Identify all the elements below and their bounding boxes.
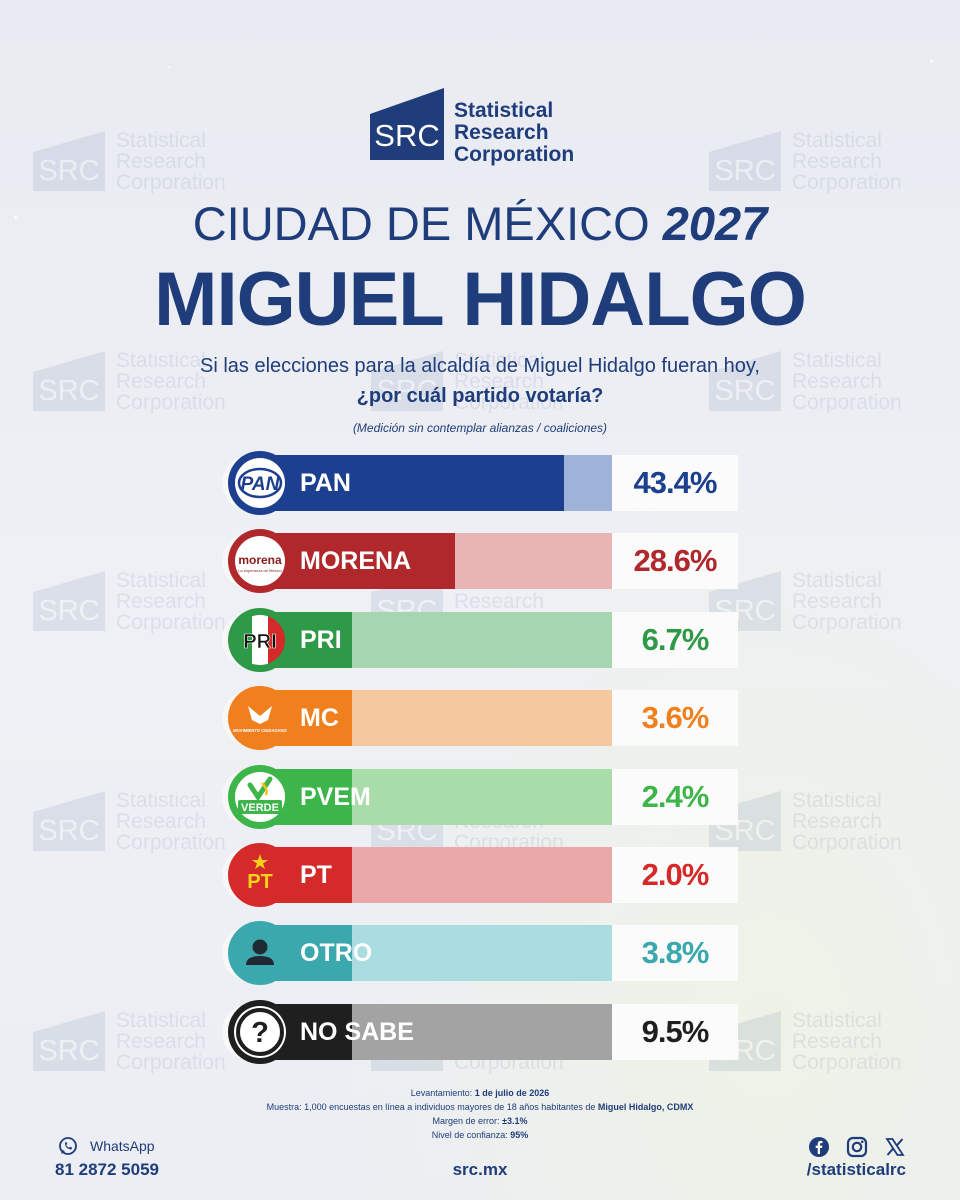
svg-text:VERDE: VERDE (241, 802, 279, 814)
svg-text:PAN: PAN (241, 474, 281, 495)
svg-text:MOVIMIENTO CIUDADANO: MOVIMIENTO CIUDADANO (233, 728, 287, 733)
whatsapp-icon[interactable] (58, 1136, 78, 1156)
sparkle (930, 60, 933, 63)
svg-text:PT: PT (247, 871, 273, 893)
x-icon[interactable] (884, 1136, 906, 1158)
question-mark-icon: ? (226, 998, 294, 1066)
category-label: PVEM (300, 782, 371, 811)
margin-of-error: Margen de error: ±3.1% (432, 1116, 528, 1126)
svg-text:SRC: SRC (38, 815, 99, 847)
value-label: 3.8% (641, 935, 710, 971)
pri-logo-icon: PRI (226, 606, 294, 674)
value-box (612, 611, 738, 668)
question-line-2: ¿por cuál partido votaría? (356, 385, 604, 407)
question-note: (Medición sin contemplar alianzas / coal… (352, 421, 608, 435)
chart-row-no-sabe: 9.5%? NO SABE (222, 999, 738, 1064)
value-box (612, 847, 738, 903)
chart-row-otro: 3.8% OTRO (222, 921, 738, 986)
category-label: PT (300, 861, 332, 889)
value-label: 2.0% (641, 857, 710, 892)
page-title: MIGUEL HIDALGO (154, 257, 807, 342)
value-label: 3.6% (641, 700, 710, 736)
chart-row-pri: 6.7% PRI PRI (222, 607, 738, 672)
chart-row-morena: 28.6% morena La esperanza de México MORENA (222, 529, 738, 594)
sparkle (14, 216, 17, 219)
svg-text:PRI: PRI (243, 631, 276, 653)
category-label: MC (300, 704, 339, 733)
value-box (612, 1003, 738, 1060)
facebook-icon[interactable] (808, 1136, 830, 1158)
value-label: 43.4% (633, 465, 718, 500)
survey-sample: Muestra: 1,000 encuestas en línea a indi… (266, 1102, 694, 1112)
svg-text:SRC: SRC (714, 155, 775, 187)
website-link[interactable]: src.mx (452, 1160, 508, 1179)
pvem-logo-icon: VERDE (226, 763, 294, 831)
value-box (612, 690, 738, 747)
svg-text:SRC: SRC (38, 155, 99, 187)
svg-text:SRC: SRC (38, 1035, 99, 1067)
brand-name: Statistical Research Corporation (454, 99, 575, 166)
src-logo-icon: SRC (370, 88, 444, 160)
svg-text:morena: morena (238, 553, 282, 567)
chart-row-pvem: 2.4% VERDE PVEM (222, 764, 738, 829)
value-box (612, 925, 738, 982)
page-subtitle: CIUDAD DE MÉXICO 2027 (192, 197, 768, 250)
chart-row-pt: 2.0% PT PT (222, 843, 738, 907)
category-label: PRI (300, 625, 342, 654)
pan-logo-icon: PAN (226, 449, 294, 517)
svg-text:SRC: SRC (38, 595, 99, 627)
value-box (612, 768, 738, 825)
confidence-level: Nivel de confianza: 95% (431, 1130, 529, 1140)
src-logo: SRC Statistical Research Corporation (368, 86, 598, 166)
question-line-1: Si las elecciones para la alcaldía de Mi… (200, 355, 760, 377)
chart-row-pan: 43.4% PAN PAN (222, 451, 738, 515)
whatsapp-number[interactable]: 81 2872 5059 (55, 1160, 159, 1179)
value-label: 2.4% (641, 778, 710, 814)
morena-logo-icon: morena La esperanza de México (226, 527, 294, 595)
survey-date: Levantamiento: 1 de julio de 2026 (410, 1088, 550, 1098)
pt-logo-icon: PT (226, 841, 294, 909)
svg-text:?: ? (251, 1017, 269, 1049)
sparkle (168, 66, 170, 68)
social-handle[interactable]: /statisticalrc (806, 1160, 906, 1179)
value-box (612, 455, 738, 511)
value-label: 6.7% (641, 621, 710, 657)
person-icon (226, 919, 294, 987)
category-label: OTRO (300, 939, 373, 968)
instagram-icon[interactable] (846, 1136, 868, 1158)
mc-logo-icon: MOVIMIENTO CIUDADANO (226, 684, 294, 752)
svg-text:La esperanza de México: La esperanza de México (238, 568, 282, 573)
value-box (612, 533, 738, 590)
value-label: 9.5% (641, 1013, 710, 1049)
bar-fill (246, 455, 564, 511)
category-label: PAN (300, 469, 351, 497)
chart-row-mc: 3.6% MOVIMIENTO CIUDADANO MC (222, 686, 738, 751)
category-label: MORENA (300, 547, 412, 576)
value-label: 28.6% (633, 543, 718, 579)
whatsapp-label: WhatsApp (90, 1138, 155, 1154)
category-label: NO SABE (300, 1017, 414, 1046)
svg-text:SRC: SRC (374, 118, 439, 153)
